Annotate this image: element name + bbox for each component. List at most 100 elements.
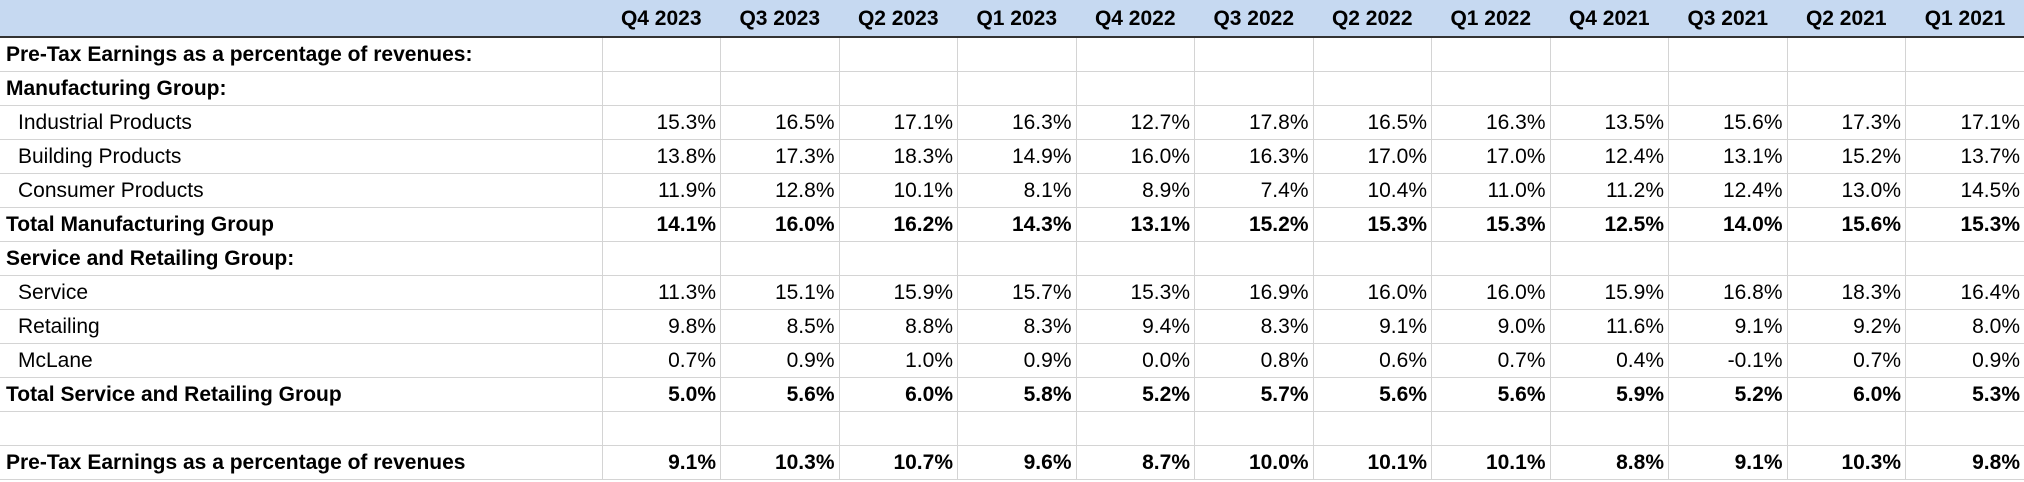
header-q4-2023[interactable]: Q4 2023: [601, 0, 721, 38]
cell[interactable]: 8.7%: [1075, 445, 1195, 480]
cell[interactable]: 16.0%: [720, 207, 839, 242]
cell[interactable]: [1668, 37, 1787, 72]
cell[interactable]: 15.1%: [720, 275, 839, 310]
cell[interactable]: 5.8%: [957, 377, 1076, 412]
header-q1-2021[interactable]: Q1 2021: [1905, 0, 2024, 38]
cell[interactable]: 15.2%: [1786, 139, 1906, 174]
cell[interactable]: 5.2%: [1668, 377, 1787, 412]
header-q4-2021[interactable]: Q4 2021: [1549, 0, 1669, 38]
cell[interactable]: 17.3%: [1786, 105, 1906, 140]
cell[interactable]: [1668, 241, 1787, 276]
cell[interactable]: 10.3%: [720, 445, 839, 480]
row-label[interactable]: Service and Retailing Group:: [0, 241, 602, 276]
cell[interactable]: 16.3%: [1431, 105, 1550, 140]
cell[interactable]: [1312, 411, 1432, 446]
cell[interactable]: 16.0%: [1075, 139, 1195, 174]
cell[interactable]: 12.4%: [1549, 139, 1669, 174]
cell[interactable]: 0.6%: [1312, 343, 1432, 378]
cell[interactable]: 10.1%: [838, 173, 958, 208]
cell[interactable]: [1905, 241, 2024, 276]
cell[interactable]: 8.3%: [957, 309, 1076, 344]
cell[interactable]: [1312, 241, 1432, 276]
header-q4-2022[interactable]: Q4 2022: [1075, 0, 1195, 38]
cell[interactable]: 0.9%: [720, 343, 839, 378]
cell[interactable]: [601, 37, 721, 72]
row-label[interactable]: [0, 411, 602, 446]
cell[interactable]: 18.3%: [1786, 275, 1906, 310]
cell[interactable]: 8.0%: [1905, 309, 2024, 344]
row-label[interactable]: Total Service and Retailing Group: [0, 377, 602, 412]
cell[interactable]: 9.8%: [1905, 445, 2024, 480]
cell[interactable]: 16.3%: [1194, 139, 1313, 174]
cell[interactable]: 17.0%: [1312, 139, 1432, 174]
cell[interactable]: [1075, 241, 1195, 276]
cell[interactable]: 17.3%: [720, 139, 839, 174]
cell[interactable]: [1431, 411, 1550, 446]
cell[interactable]: [1194, 71, 1313, 106]
cell[interactable]: 16.2%: [838, 207, 958, 242]
cell[interactable]: [1786, 241, 1906, 276]
cell[interactable]: 9.2%: [1786, 309, 1906, 344]
row-label[interactable]: Service: [0, 275, 602, 310]
cell[interactable]: 5.9%: [1549, 377, 1669, 412]
cell[interactable]: 15.3%: [601, 105, 721, 140]
cell[interactable]: 8.8%: [838, 309, 958, 344]
row-label[interactable]: Pre-Tax Earnings as a percentage of reve…: [0, 37, 602, 72]
cell[interactable]: 0.4%: [1549, 343, 1669, 378]
header-q1-2022[interactable]: Q1 2022: [1431, 0, 1550, 38]
cell[interactable]: 17.0%: [1431, 139, 1550, 174]
cell[interactable]: [1431, 37, 1550, 72]
cell[interactable]: 12.7%: [1075, 105, 1195, 140]
row-label[interactable]: McLane: [0, 343, 602, 378]
cell[interactable]: [1075, 71, 1195, 106]
row-label[interactable]: Manufacturing Group:: [0, 71, 602, 106]
cell[interactable]: [1549, 411, 1669, 446]
cell[interactable]: 9.1%: [601, 445, 721, 480]
cell[interactable]: 8.3%: [1194, 309, 1313, 344]
cell[interactable]: 13.1%: [1075, 207, 1195, 242]
cell[interactable]: 18.3%: [838, 139, 958, 174]
cell[interactable]: 5.6%: [1312, 377, 1432, 412]
row-label[interactable]: Industrial Products: [0, 105, 602, 140]
cell[interactable]: -0.1%: [1668, 343, 1787, 378]
cell[interactable]: [1786, 71, 1906, 106]
cell[interactable]: 13.1%: [1668, 139, 1787, 174]
cell[interactable]: [1905, 37, 2024, 72]
cell[interactable]: [1786, 411, 1906, 446]
cell[interactable]: 0.7%: [1786, 343, 1906, 378]
cell[interactable]: 16.9%: [1194, 275, 1313, 310]
cell[interactable]: 12.5%: [1549, 207, 1669, 242]
cell[interactable]: [1194, 411, 1313, 446]
cell[interactable]: 11.2%: [1549, 173, 1669, 208]
cell[interactable]: 12.8%: [720, 173, 839, 208]
cell[interactable]: 9.1%: [1312, 309, 1432, 344]
cell[interactable]: 14.0%: [1668, 207, 1787, 242]
cell[interactable]: 12.4%: [1668, 173, 1787, 208]
cell[interactable]: 13.8%: [601, 139, 721, 174]
header-q2-2023[interactable]: Q2 2023: [838, 0, 958, 38]
cell[interactable]: [957, 71, 1076, 106]
cell[interactable]: 11.9%: [601, 173, 721, 208]
cell[interactable]: 6.0%: [1786, 377, 1906, 412]
cell[interactable]: [838, 71, 958, 106]
cell[interactable]: 11.0%: [1431, 173, 1550, 208]
cell[interactable]: 0.8%: [1194, 343, 1313, 378]
cell[interactable]: 16.3%: [957, 105, 1076, 140]
cell[interactable]: 13.0%: [1786, 173, 1906, 208]
cell[interactable]: [601, 241, 721, 276]
cell[interactable]: 10.7%: [838, 445, 958, 480]
cell[interactable]: 6.0%: [838, 377, 958, 412]
cell[interactable]: [957, 241, 1076, 276]
cell[interactable]: 10.3%: [1786, 445, 1906, 480]
cell[interactable]: 11.3%: [601, 275, 721, 310]
cell[interactable]: 15.3%: [1075, 275, 1195, 310]
cell[interactable]: 15.6%: [1668, 105, 1787, 140]
cell[interactable]: 0.9%: [1905, 343, 2024, 378]
header-q3-2021[interactable]: Q3 2021: [1668, 0, 1787, 38]
cell[interactable]: 8.1%: [957, 173, 1076, 208]
cell[interactable]: 16.0%: [1431, 275, 1550, 310]
cell[interactable]: [1786, 37, 1906, 72]
cell[interactable]: [720, 71, 839, 106]
row-label[interactable]: Total Manufacturing Group: [0, 207, 602, 242]
cell[interactable]: [838, 37, 958, 72]
